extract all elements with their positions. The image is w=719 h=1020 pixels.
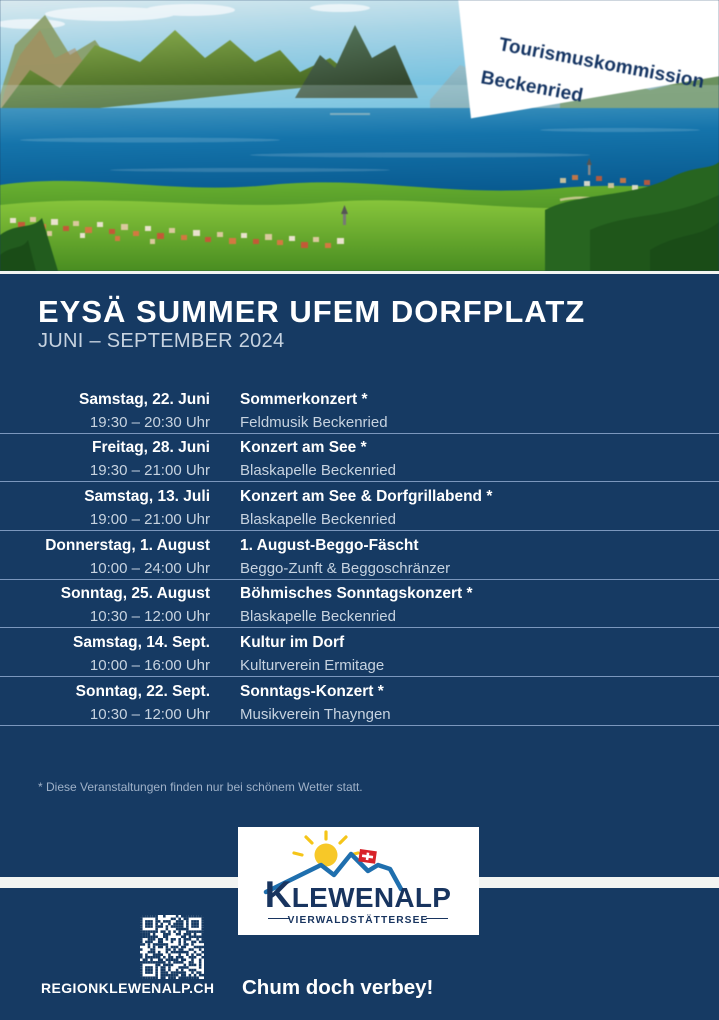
svg-text:VIERWALDSTÄTTERSEE: VIERWALDSTÄTTERSEE [288,913,429,926]
